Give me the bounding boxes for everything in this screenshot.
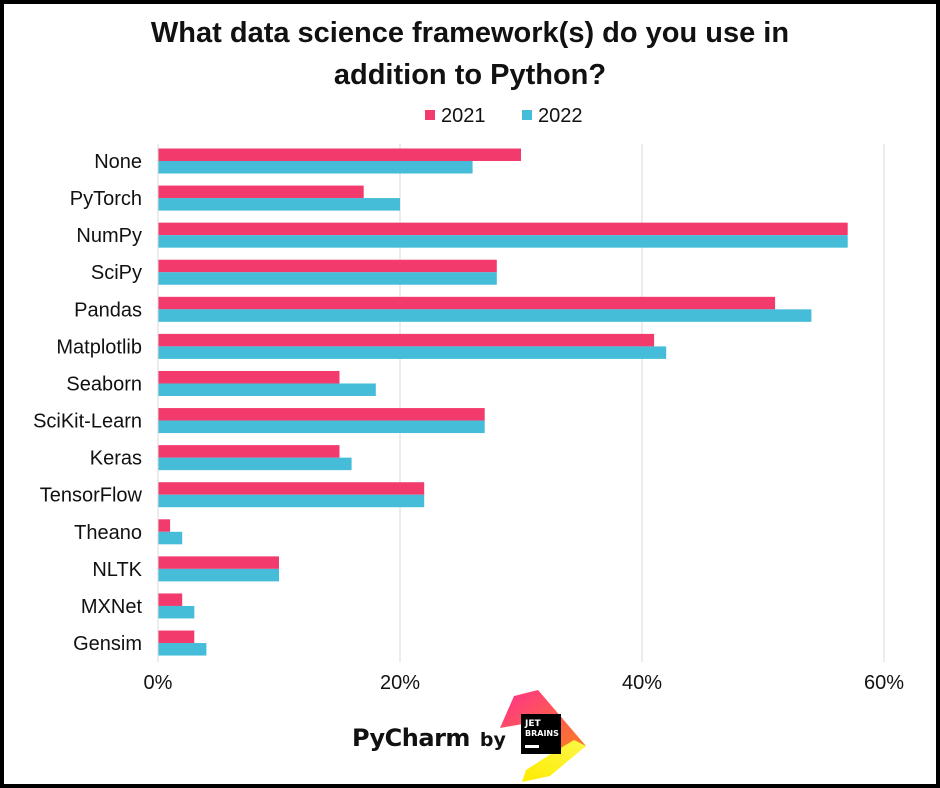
bar-2022-nltk <box>158 568 279 582</box>
category-label-tensorflow: TensorFlow <box>40 485 143 507</box>
bar-2021-tensorflow <box>158 482 425 495</box>
bar-2021-numpy <box>158 222 848 236</box>
jetbrains-logo: JET BRAINS <box>500 690 586 782</box>
logo-underscore <box>525 745 539 748</box>
by-text: by <box>479 729 506 751</box>
bar-2022-theano <box>158 531 183 545</box>
bar-2021-scipy <box>158 259 497 273</box>
logo-text-jet: JET <box>524 719 541 729</box>
bar-2022-matplotlib <box>158 346 667 359</box>
category-label-keras: Keras <box>90 448 142 470</box>
legend-label-2021: 2021 <box>441 105 486 127</box>
legend-swatch-2021 <box>425 110 435 120</box>
bar-2022-pandas <box>158 309 812 322</box>
bar-2022-pytorch <box>158 198 400 211</box>
x-tick-label-1: 20% <box>380 672 420 694</box>
bar-2021-nltk <box>158 556 279 569</box>
chart-title-line-1: What data science framework(s) do you us… <box>150 17 790 49</box>
category-label-none: None <box>94 151 142 173</box>
bar-2022-gensim <box>158 643 207 656</box>
x-tick-label-0: 0% <box>144 672 173 694</box>
category-label-gensim: Gensim <box>73 633 142 655</box>
legend-label-2022: 2022 <box>538 105 583 127</box>
bar-2021-mxnet <box>158 593 183 606</box>
pycharm-brand-text: PyCharm <box>352 724 470 752</box>
bar-2022-none <box>158 161 473 174</box>
bar-2021-gensim <box>158 630 195 644</box>
footer-brand: PyCharm by <box>352 724 506 752</box>
bar-2022-tensorflow <box>158 494 425 508</box>
category-label-matplotlib: Matplotlib <box>56 336 142 358</box>
logo-text-brains: BRAINS <box>525 729 559 738</box>
chart-title: What data science framework(s) do you us… <box>0 12 940 96</box>
legend-swatch-2022 <box>522 110 532 120</box>
bar-2021-keras <box>158 445 340 458</box>
category-label-mxnet: MXNet <box>81 596 143 618</box>
bar-2022-scikit-learn <box>158 420 485 434</box>
bar-2022-seaborn <box>158 383 376 396</box>
category-label-scipy: SciPy <box>91 262 142 284</box>
category-label-pytorch: PyTorch <box>70 188 142 210</box>
bar-2022-mxnet <box>158 605 195 619</box>
category-label-scikit-learn: SciKit-Learn <box>33 411 142 433</box>
bar-2021-theano <box>158 519 171 532</box>
category-label-theano: Theano <box>74 522 142 544</box>
bar-2021-pandas <box>158 296 776 310</box>
bar-2022-scipy <box>158 272 497 285</box>
category-label-numpy: NumPy <box>76 225 142 247</box>
chart-title-line-2: addition to Python? <box>333 59 607 91</box>
bar-2021-none <box>158 148 521 161</box>
bar-2022-numpy <box>158 235 848 248</box>
category-label-pandas: Pandas <box>74 299 142 321</box>
bar-2022-keras <box>158 457 352 471</box>
bar-2021-matplotlib <box>158 333 655 347</box>
bar-2021-pytorch <box>158 185 364 199</box>
x-tick-label-2: 40% <box>622 672 662 694</box>
category-label-seaborn: Seaborn <box>66 373 142 395</box>
bar-2021-seaborn <box>158 370 340 384</box>
x-tick-label-3: 60% <box>864 672 904 694</box>
category-label-nltk: NLTK <box>92 559 142 581</box>
logo-yellow-shape <box>522 740 586 782</box>
bar-2021-scikit-learn <box>158 408 485 421</box>
